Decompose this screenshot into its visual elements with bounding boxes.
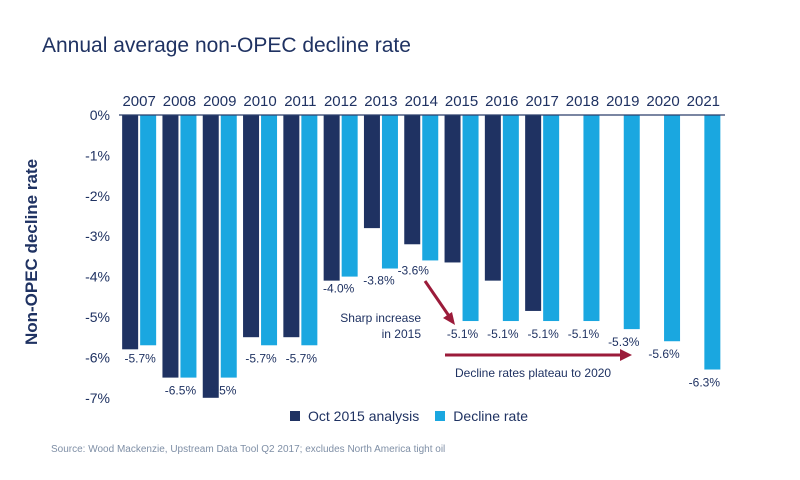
sharp-increase-arrow-line: [423, 280, 451, 317]
x-tick-label: 2019: [606, 93, 639, 110]
data-label-2016: -5.1%: [487, 327, 519, 341]
data-label-2017: -5.1%: [527, 327, 559, 341]
data-label-2013: -3.8%: [363, 274, 395, 288]
x-tick-label: 2014: [405, 93, 438, 110]
y-tick-label: -1%: [85, 147, 110, 163]
data-label-2021: -6.3%: [689, 376, 721, 390]
bar-oct-2015-2011: [283, 115, 300, 338]
y-tick-label: -2%: [85, 188, 110, 204]
bar-decline-rate-2019: [623, 115, 640, 330]
data-label-2014: -3.6%: [398, 263, 430, 277]
annotation-sharp-increase-line1: Sharp increase: [340, 311, 421, 325]
bar-decline-rate-2012: [341, 115, 358, 277]
data-label-2011: -5.7%: [286, 351, 318, 365]
y-tick-label: -4%: [85, 269, 110, 285]
data-label-2012: -4.0%: [323, 282, 355, 296]
data-label-2020: -5.6%: [648, 347, 680, 361]
bar-oct-2015-2007: [122, 115, 139, 350]
x-tick-label: 2013: [364, 93, 397, 110]
annotation-plateau: Decline rates plateau to 2020: [455, 366, 611, 380]
y-tick-label: 0%: [90, 107, 110, 123]
bar-decline-rate-2014: [422, 115, 439, 261]
legend-swatch-light: [435, 411, 446, 421]
bar-decline-rate-2010: [261, 115, 278, 346]
source-note: Source: Wood Mackenzie, Upstream Data To…: [51, 444, 446, 455]
bar-decline-rate-2017: [543, 115, 560, 322]
x-tick-label: 2020: [646, 93, 679, 110]
bar-decline-rate-2009: [220, 115, 237, 378]
bar-oct-2015-2014: [404, 115, 421, 245]
bar-decline-rate-2015: [462, 115, 479, 322]
x-tick-label: 2007: [122, 93, 155, 110]
x-tick-label: 2011: [284, 93, 316, 110]
bar-decline-rate-2021: [704, 115, 721, 370]
x-tick-label: 2012: [324, 93, 357, 110]
bar-decline-rate-2013: [381, 115, 398, 269]
data-label-2008: -6.5%: [165, 384, 197, 398]
plateau-arrowhead: [620, 349, 632, 361]
legend-item-decline-rate: Decline rate: [435, 408, 528, 424]
bar-decline-rate-2016: [502, 115, 519, 322]
legend-label: Oct 2015 analysis: [308, 408, 420, 424]
bar-decline-rate-2011: [301, 115, 318, 346]
x-tick-label: 2021: [687, 93, 720, 110]
data-label-2018: -5.1%: [568, 327, 600, 341]
y-tick-label: -6%: [85, 349, 110, 365]
bar-oct-2015-2017: [525, 115, 542, 311]
bar-decline-rate-2018: [583, 115, 600, 322]
data-label-2009: -6.5%: [205, 384, 237, 398]
y-tick-label: -5%: [85, 309, 110, 325]
bar-oct-2015-2009: [202, 115, 219, 398]
sharp-increase-arrowhead: [443, 312, 455, 325]
legend-swatch-dark: [290, 411, 300, 421]
bar-oct-2015-2015: [444, 115, 461, 263]
x-tick-label: 2008: [163, 93, 196, 110]
legend-label: Decline rate: [453, 408, 528, 424]
data-label-2015: -5.1%: [447, 327, 479, 341]
bar-decline-rate-2020: [664, 115, 681, 342]
bar-decline-rate-2008: [180, 115, 197, 378]
x-tick-label: 2018: [566, 93, 599, 110]
x-tick-label: 2016: [485, 93, 518, 110]
bar-oct-2015-2008: [162, 115, 179, 378]
y-tick-label: -7%: [85, 390, 110, 406]
x-tick-label: 2009: [203, 93, 236, 110]
bar-decline-rate-2007: [140, 115, 157, 346]
bar-oct-2015-2013: [363, 115, 380, 229]
x-tick-label: 2010: [243, 93, 276, 110]
data-label-2007: -5.7%: [124, 351, 156, 365]
bar-oct-2015-2016: [484, 115, 501, 281]
bar-oct-2015-2010: [243, 115, 260, 338]
legend-item-oct-2015: Oct 2015 analysis: [290, 408, 419, 424]
x-tick-label: 2017: [525, 93, 558, 110]
data-label-2019: -5.3%: [608, 335, 640, 349]
chart-title: Annual average non-OPEC decline rate: [42, 34, 411, 57]
y-tick-label: -3%: [85, 228, 110, 244]
data-label-2010: -5.7%: [245, 351, 277, 365]
legend: Oct 2015 analysis Decline rate: [290, 408, 544, 424]
annotation-sharp-increase-line2: in 2015: [382, 327, 422, 341]
x-tick-label: 2015: [445, 93, 478, 110]
bar-oct-2015-2012: [323, 115, 340, 281]
